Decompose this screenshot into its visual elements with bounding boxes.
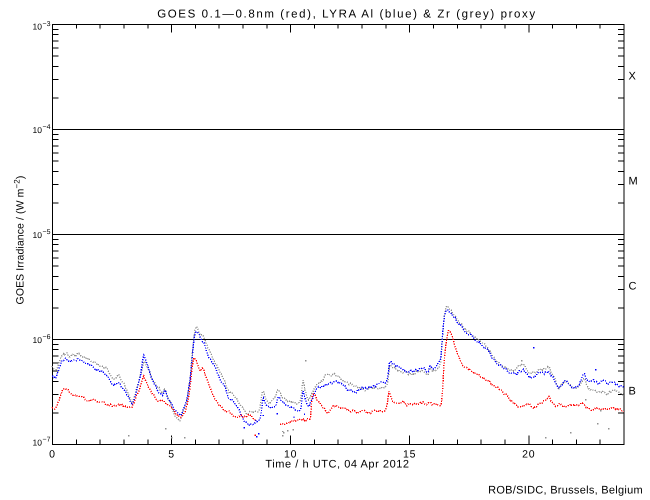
- svg-text:10: 10: [33, 335, 43, 345]
- svg-text:GOES Irradiance / (W m−2): GOES Irradiance / (W m−2): [13, 176, 27, 305]
- svg-text:B: B: [629, 386, 636, 398]
- svg-text:Time / h UTC, 04 Apr 2012: Time / h UTC, 04 Apr 2012: [265, 459, 409, 471]
- svg-text:ROB/SIDC, Brussels, Belgium: ROB/SIDC, Brussels, Belgium: [488, 485, 643, 497]
- svg-text:−6: −6: [43, 334, 51, 341]
- svg-text:10: 10: [33, 437, 43, 447]
- svg-text:X: X: [629, 71, 637, 83]
- svg-text:10: 10: [33, 230, 43, 240]
- svg-text:5: 5: [168, 449, 175, 461]
- svg-text:20: 20: [522, 449, 535, 461]
- svg-text:10: 10: [33, 22, 43, 32]
- svg-text:C: C: [629, 281, 637, 293]
- svg-text:10: 10: [284, 449, 297, 461]
- svg-text:10: 10: [33, 125, 43, 135]
- svg-text:−3: −3: [43, 21, 51, 28]
- svg-text:−4: −4: [43, 124, 51, 131]
- svg-text:15: 15: [403, 449, 416, 461]
- svg-text:M: M: [629, 176, 638, 188]
- svg-text:0: 0: [49, 449, 56, 461]
- svg-text:−5: −5: [43, 229, 51, 236]
- svg-text:−7: −7: [43, 436, 51, 443]
- svg-text:GOES 0.1—0.8nm (red), LYRA Al: GOES 0.1—0.8nm (red), LYRA Al (blue) & Z…: [157, 8, 537, 20]
